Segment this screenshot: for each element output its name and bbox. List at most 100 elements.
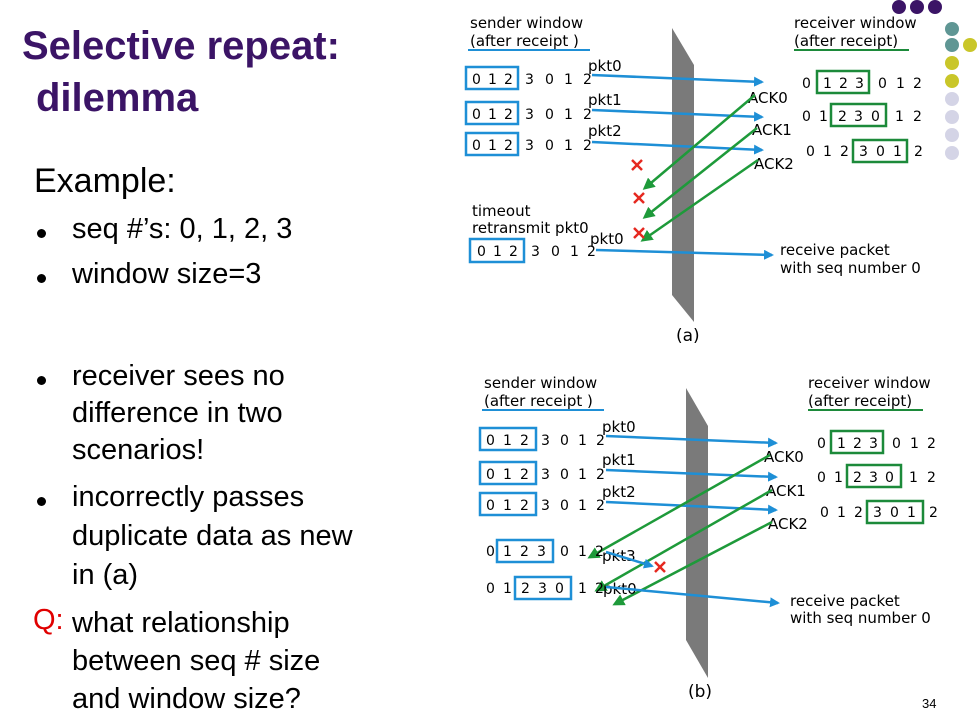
bullet-dot bbox=[37, 229, 46, 238]
slide-title: Selective repeat: dilemma bbox=[22, 20, 402, 124]
deco-dot bbox=[928, 0, 942, 14]
sender-row-a3: 0 1 2 3 0 1 2 bbox=[464, 131, 592, 157]
seq-num: 3 bbox=[525, 138, 534, 154]
seq-num: 1 bbox=[503, 498, 512, 514]
ack-arrow-ack1 bbox=[594, 488, 773, 592]
seq-num: 0 bbox=[802, 109, 811, 125]
seq-num: 1 bbox=[823, 144, 832, 160]
sender-window-label-a: sender window bbox=[470, 14, 583, 32]
deco-dot bbox=[945, 74, 959, 88]
seq-num: 2 bbox=[521, 581, 530, 597]
receiver-window-sublabel-b: (after receipt) bbox=[808, 392, 912, 410]
seq-num: 2 bbox=[914, 144, 923, 160]
receiver-window-label-a: receiver window bbox=[794, 14, 917, 32]
seq-num: 0 bbox=[472, 72, 481, 88]
seq-num: 0 bbox=[876, 144, 885, 160]
seq-num: 1 bbox=[488, 107, 497, 123]
receiver-window-box bbox=[845, 463, 903, 489]
sender-window-box bbox=[478, 460, 538, 486]
question-text: what relationship between seq # size and… bbox=[72, 604, 402, 718]
seq-num: 2 bbox=[587, 244, 596, 260]
seq-num: 1 bbox=[895, 109, 904, 125]
seq-num: 1 bbox=[834, 470, 843, 486]
seq-num: 0 bbox=[555, 581, 564, 597]
sender-row-a1: 0 1 2 3 0 1 2 bbox=[464, 65, 592, 91]
sender-window-box bbox=[468, 237, 526, 264]
ack-arrow-ack0 bbox=[642, 94, 756, 190]
seq-num: 2 bbox=[838, 109, 847, 125]
seq-num: 0 bbox=[472, 138, 481, 154]
seq-num: 2 bbox=[504, 138, 513, 154]
seq-num: 3 bbox=[873, 505, 882, 521]
seq-num: 2 bbox=[913, 76, 922, 92]
ack-label: ACK2 bbox=[768, 515, 808, 533]
seq-num: 0 bbox=[545, 72, 554, 88]
seq-num: 1 bbox=[909, 470, 918, 486]
seq-num: 3 bbox=[531, 244, 540, 260]
deco-dot bbox=[945, 110, 959, 124]
seq-num: 1 bbox=[578, 467, 587, 483]
seq-num: 0 bbox=[560, 544, 569, 560]
seq-num: 0 bbox=[802, 76, 811, 92]
packet-arrow-pkt2 bbox=[605, 500, 778, 515]
deco-dot bbox=[963, 38, 977, 52]
seq-num: 2 bbox=[595, 544, 604, 560]
receiver-window-box bbox=[865, 499, 925, 525]
bullet-duplicate-line3: in (a) bbox=[72, 559, 139, 591]
ack-label: ACK1 bbox=[766, 482, 806, 500]
sender-window-box bbox=[495, 538, 555, 564]
receiver-row-b2: 0 1 2 3 0 1 2 bbox=[817, 463, 936, 489]
seq-num: 2 bbox=[504, 72, 513, 88]
packet-arrow-pkt0-new bbox=[605, 585, 780, 608]
seq-num: 1 bbox=[564, 107, 573, 123]
seq-num: 0 bbox=[545, 138, 554, 154]
packet-label: pkt2 bbox=[588, 122, 622, 140]
seq-num: 1 bbox=[564, 138, 573, 154]
seq-num: 2 bbox=[853, 436, 862, 452]
seq-num: 0 bbox=[871, 109, 880, 125]
seq-num: 3 bbox=[541, 498, 550, 514]
scenario-b: sender window (after receipt ) receiver … bbox=[478, 374, 938, 702]
packet-label: pkt1 bbox=[602, 451, 636, 469]
bullet-no-difference-line1: receiver sees no bbox=[72, 360, 285, 392]
ack-arrow-ack2 bbox=[640, 158, 759, 242]
packet-label: pkt2 bbox=[602, 483, 636, 501]
question-line: between seq # size bbox=[72, 645, 321, 677]
seq-num: 3 bbox=[869, 470, 878, 486]
ack-label: ACK2 bbox=[754, 155, 794, 173]
receive-note-line2: with seq number 0 bbox=[790, 609, 931, 627]
seq-num: 2 bbox=[927, 436, 936, 452]
seq-num: 1 bbox=[578, 498, 587, 514]
example-heading: Example: bbox=[34, 162, 176, 200]
deco-dot bbox=[892, 0, 906, 14]
seq-num: 2 bbox=[596, 433, 605, 449]
question-line: what relationship bbox=[72, 607, 290, 639]
deco-dot bbox=[910, 0, 924, 14]
packet-arrow-pkt0 bbox=[591, 73, 764, 87]
scenario-a: sender window (after receipt ) receiver … bbox=[464, 14, 923, 346]
seq-num: 2 bbox=[854, 505, 863, 521]
seq-num: 2 bbox=[840, 144, 849, 160]
packet-label: pkt0 bbox=[602, 418, 636, 436]
question-marker: Q: bbox=[33, 604, 64, 636]
seq-num: 0 bbox=[486, 467, 495, 483]
bullet-no-difference-line2: difference in two bbox=[72, 397, 283, 429]
sender-row-b3: 0 1 2 3 0 1 2 bbox=[478, 491, 605, 517]
seq-num: 1 bbox=[896, 76, 905, 92]
seq-num: 2 bbox=[595, 581, 604, 597]
seq-num: 0 bbox=[817, 470, 826, 486]
sender-row-b5: 0 1 2 3 0 1 2 bbox=[486, 575, 604, 601]
receiver-window-box bbox=[815, 69, 871, 95]
receive-note-line1: receive packet bbox=[780, 241, 890, 259]
seq-num: 0 bbox=[878, 76, 887, 92]
seq-num: 2 bbox=[520, 433, 529, 449]
seq-num: 0 bbox=[551, 244, 560, 260]
seq-num: 3 bbox=[538, 581, 547, 597]
seq-num: 3 bbox=[869, 436, 878, 452]
receiver-window-box bbox=[851, 138, 909, 164]
seq-num: 3 bbox=[541, 433, 550, 449]
seq-num: 1 bbox=[493, 244, 502, 260]
scenario-caption-b: (b) bbox=[688, 682, 712, 702]
packet-label: pkt1 bbox=[588, 91, 622, 109]
